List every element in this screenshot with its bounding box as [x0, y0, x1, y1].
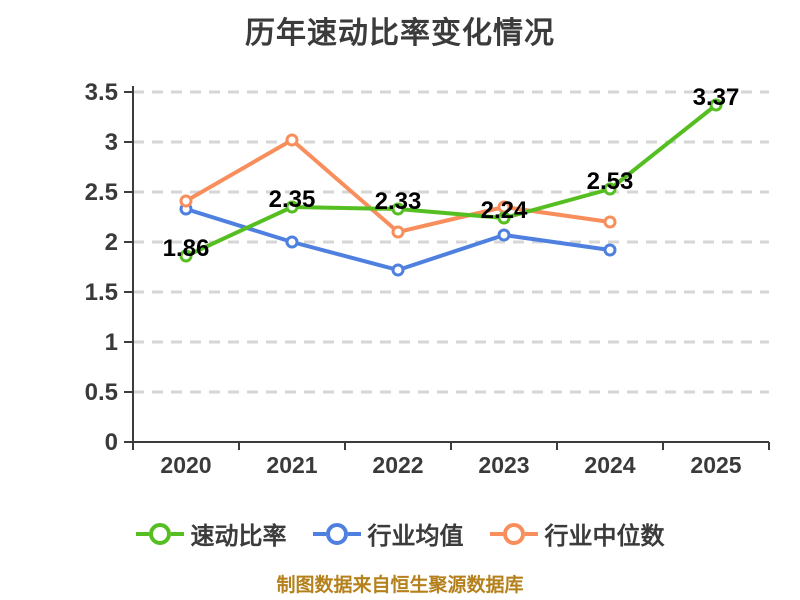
data-point-quick_ratio: [179, 249, 193, 263]
data-label: 3.37: [693, 84, 740, 111]
data-point-industry_median: [179, 194, 193, 208]
legend-marker-icon: [135, 522, 184, 545]
legend-label: 行业中位数: [544, 523, 665, 550]
legend-item-industry-median: 行业中位数: [489, 516, 665, 551]
y-tick-label: 1: [105, 329, 118, 356]
series-line-industry_median: [184, 138, 612, 234]
data-point-quick_ratio: [285, 200, 299, 214]
data-point-industry_avg: [497, 228, 511, 242]
y-tick-label: 2: [105, 229, 118, 256]
chart-title: 历年速动比率变化情况: [245, 17, 555, 50]
data-point-industry_median: [391, 225, 405, 239]
x-tick-label: 2025: [690, 452, 741, 478]
data-point-industry_avg: [285, 235, 299, 249]
x-tick-label: 2021: [266, 452, 317, 478]
data-label: 2.33: [375, 188, 422, 215]
y-tick-label: 1.5: [85, 279, 118, 306]
y-tick-label: 3.5: [85, 79, 118, 106]
legend-item-quick-ratio: 速动比率: [135, 516, 287, 551]
x-tick-label: 2023: [478, 452, 529, 478]
data-point-quick_ratio: [603, 182, 617, 196]
data-label: 2.24: [481, 197, 528, 224]
legend-marker-icon: [312, 522, 361, 545]
x-tick-label: 2024: [584, 452, 635, 478]
data-label: 2.53: [587, 168, 634, 195]
data-point-quick_ratio: [391, 202, 405, 216]
y-tick-label: 0.5: [85, 379, 118, 406]
legend-label: 行业均值: [367, 523, 464, 550]
data-label: 1.86: [163, 235, 210, 262]
legend: 速动比率 行业均值 行业中位数: [0, 516, 800, 551]
y-tick-label: 0: [105, 429, 118, 456]
series-line-industry_avg: [184, 207, 612, 272]
legend-label: 速动比率: [190, 523, 287, 550]
y-tick-label: 2.5: [85, 179, 118, 206]
data-point-industry_median: [603, 215, 617, 229]
data-point-quick_ratio: [709, 98, 723, 112]
x-tick-label: 2022: [372, 452, 423, 478]
data-point-industry_median: [285, 133, 299, 147]
series-line-quick_ratio: [184, 103, 718, 258]
data-source-note: 制图数据来自恒生聚源数据库: [276, 575, 524, 596]
legend-marker-icon: [489, 522, 538, 545]
data-point-quick_ratio: [497, 211, 511, 225]
x-tick-label: 2020: [160, 452, 211, 478]
y-tick-label: 3: [105, 129, 118, 156]
data-label: 2.35: [269, 186, 316, 213]
data-point-industry_avg: [391, 263, 405, 277]
data-point-industry_avg: [603, 243, 617, 257]
legend-item-industry-average: 行业均值: [312, 516, 464, 551]
